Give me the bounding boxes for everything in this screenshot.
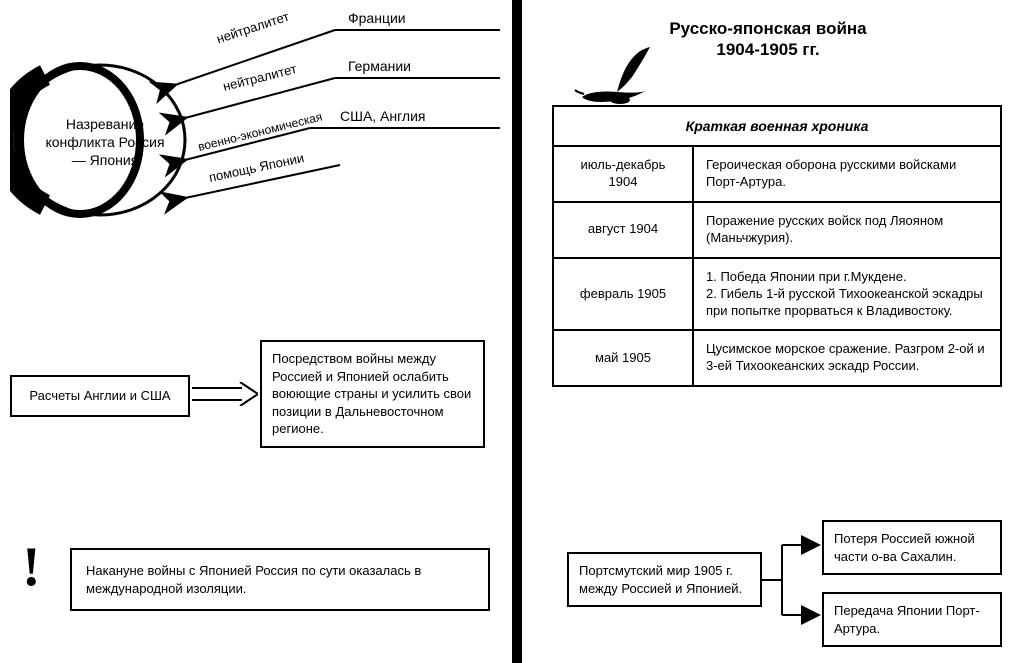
table-row: февраль 1905 1. Победа Японии при г.Мукд…	[553, 258, 1001, 331]
event-cell: Героическая оборона русскими войсками По…	[693, 146, 1001, 202]
event-cell: Поражение русских войск под Ляояном (Ман…	[693, 202, 1001, 258]
left-column: Назревание конфликта Россия — Япония ней…	[0, 0, 512, 663]
arrow-calc-goal	[192, 382, 258, 406]
table-row: май 1905 Цусимское морское сражение. Раз…	[553, 330, 1001, 386]
goal-box: Посредством войны между Россией и Японие…	[260, 340, 485, 448]
exclaim-icon: !	[22, 545, 41, 590]
arrow-country-1: Франции	[348, 10, 406, 26]
treaty-arrows	[762, 525, 822, 635]
table-header: Краткая военная хроника	[553, 106, 1001, 146]
calc-box: Расчеты Англии и США	[10, 375, 190, 417]
title-line1: Русско-японская война	[669, 19, 866, 38]
arrow-rel-3: военно-экономическая	[197, 104, 346, 154]
table-row: июль-декабрь 1904 Героическая оборона ру…	[553, 146, 1001, 202]
arrow-rel-2: нейтралитет	[221, 61, 298, 94]
event-cell: Цусимское морское сражение. Разгром 2-ой…	[693, 330, 1001, 386]
title-line2: 1904-1905 гг.	[716, 40, 819, 59]
arrow-rel-4: помощь Японии	[207, 150, 305, 185]
date-cell: май 1905	[553, 330, 693, 386]
outcome-2-box: Передача Японии Порт-Артура.	[822, 592, 1002, 647]
isolation-box: Накануне войны с Японией Россия по сути …	[70, 548, 490, 611]
outcome-1-box: Потеря Россией южной части о-ва Сахалин.	[822, 520, 1002, 575]
date-cell: февраль 1905	[553, 258, 693, 331]
arrow-country-2: Германии	[348, 58, 411, 74]
right-column: Русско-японская война 1904-1905 гг. Крат…	[512, 0, 1024, 663]
chronicle-table: Краткая военная хроника июль-декабрь 190…	[552, 105, 1002, 387]
ellipse-label: Назревание конфликта Россия — Япония	[40, 115, 170, 170]
quill-icon	[572, 42, 672, 112]
event-cell: 1. Победа Японии при г.Мукдене. 2. Гибел…	[693, 258, 1001, 331]
treaty-box: Портсмутский мир 1905 г. между Россией и…	[567, 552, 762, 607]
table-row: август 1904 Поражение русских войск под …	[553, 202, 1001, 258]
arrow-country-3: США, Англия	[340, 108, 426, 124]
date-cell: июль-декабрь 1904	[553, 146, 693, 202]
date-cell: август 1904	[553, 202, 693, 258]
ellipse-node: Назревание конфликта Россия — Япония	[10, 60, 190, 220]
arrow-rel-1: нейтралитет	[215, 9, 291, 47]
